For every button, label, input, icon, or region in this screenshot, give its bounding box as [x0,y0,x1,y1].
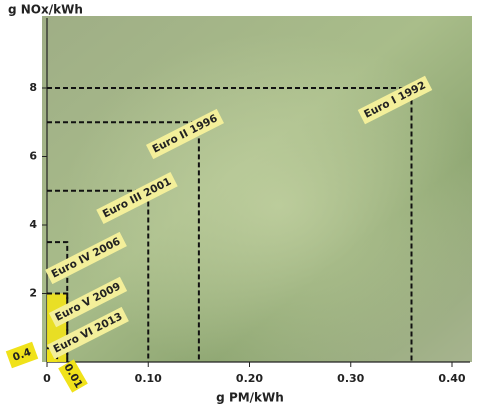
highlight-area [47,348,58,362]
x-tick-label: 0 [43,372,51,385]
callout-background [5,341,39,369]
callout: 0.01 [58,359,88,393]
callout-background [58,359,88,393]
limit-box [47,121,200,362]
label-background [45,231,127,285]
x-tick-label: 0.40 [438,372,465,385]
y-tick-label: 2 [29,287,37,300]
y-tick-label: 4 [29,218,37,231]
x-tick-label: 0.30 [337,372,364,385]
callout-label: 0.4 [11,346,33,364]
x-axis-label: g PM/kWh [216,391,284,405]
label-background [96,171,178,225]
label-background [48,276,128,328]
plot-glow [42,16,472,362]
x-tick-label: 0.20 [236,372,263,385]
label-background [357,75,433,125]
label-background [47,306,129,360]
label-background [145,108,225,160]
y-axis-label: g NOx/kWh [8,3,83,17]
x-tick-label: 0.10 [135,372,162,385]
y-tick-label: 8 [29,81,37,94]
callout: 0.4 [5,341,39,369]
limit-box [47,189,150,362]
y-tick-label: 6 [29,150,37,163]
